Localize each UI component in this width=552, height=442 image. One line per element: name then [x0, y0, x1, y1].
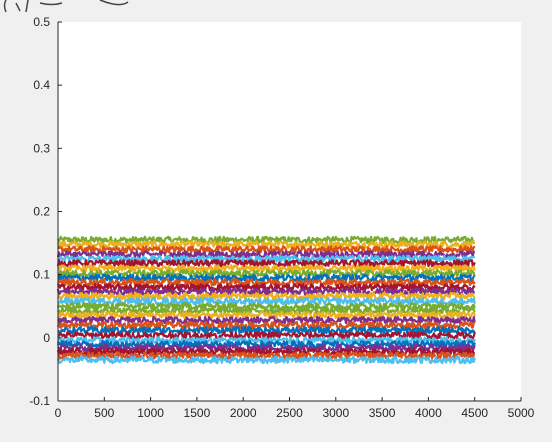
series-line-10	[56, 278, 476, 287]
x-tick-label: 5000	[508, 406, 535, 420]
y-tick-label: 0.2	[33, 205, 50, 219]
x-tick-label: 2000	[230, 406, 257, 420]
series-line-2	[56, 240, 475, 249]
x-tick-label: 500	[94, 406, 114, 420]
cropped-title-fragment	[0, 0, 160, 14]
axes-layer: 0 500 1000 1500 2000 2500 3000 3500 4000 4500 5000…	[29, 15, 534, 420]
y-tick-label: 0.5	[33, 15, 50, 29]
series-line-27	[56, 355, 476, 365]
x-tick-label: 4500	[461, 406, 488, 420]
x-tick-label: 1000	[137, 406, 164, 420]
series-line-6	[56, 259, 476, 268]
series-line-21	[57, 331, 476, 340]
series-line-12	[56, 287, 476, 296]
y-tick-label: 0.4	[33, 78, 50, 92]
series-line-13	[56, 291, 476, 301]
series-layer	[56, 235, 476, 365]
series-line-14	[57, 297, 476, 306]
y-tick-label: 0	[43, 331, 50, 345]
x-tick-label: 2500	[276, 406, 303, 420]
series-line-15	[56, 302, 476, 311]
x-tick-label: 3500	[369, 406, 396, 420]
y-tick-label: 0.3	[33, 141, 50, 155]
x-tick-label: 1500	[184, 406, 211, 420]
series-line-9	[57, 273, 476, 283]
series-line-3	[56, 245, 476, 254]
cropped-title-glyphs	[3, 0, 129, 13]
series-line-19	[56, 320, 476, 330]
x-tick-label: 3000	[322, 406, 349, 420]
x-tick-label: 0	[55, 406, 62, 420]
x-tick-label: 4000	[415, 406, 442, 420]
y-tick-label: 0.1	[33, 268, 50, 282]
series-line-1	[56, 235, 476, 245]
y-tick-label: -0.1	[29, 394, 50, 408]
series-line-26	[57, 351, 476, 360]
series-line-8	[57, 269, 476, 278]
